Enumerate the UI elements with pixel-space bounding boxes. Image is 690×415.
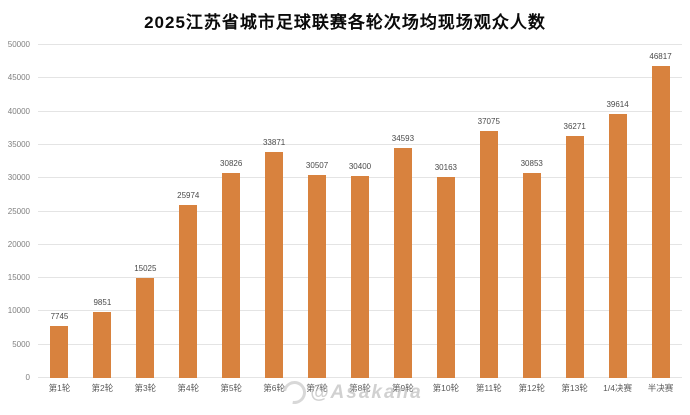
y-tick-label: 35000 bbox=[7, 139, 30, 149]
bar bbox=[179, 205, 198, 378]
x-tick-label: 1/4决赛 bbox=[603, 383, 632, 393]
bar-value-label: 46817 bbox=[649, 52, 672, 62]
bar-column: 30507 第7轮 bbox=[296, 45, 339, 392]
plot-area: 7745 第1轮 9851 第2轮 15025 第3轮 25974 第4轮 30826 第5轮 33… bbox=[38, 44, 682, 392]
y-axis: 0 5000 10000 15000 20000 25000 30000 35000 40000… bbox=[0, 41, 34, 382]
x-tick-label: 半决赛 bbox=[647, 383, 674, 393]
bar-value-label: 30853 bbox=[520, 158, 543, 168]
bar-column: 33871 第6轮 bbox=[253, 45, 296, 392]
x-tick-label: 第1轮 bbox=[48, 383, 71, 393]
x-tick-label: 第4轮 bbox=[177, 383, 200, 393]
x-tick-label: 第8轮 bbox=[349, 383, 371, 393]
x-tick-label: 第6轮 bbox=[263, 383, 285, 393]
bar bbox=[479, 131, 498, 378]
bar bbox=[265, 152, 284, 378]
bar-value-label: 36271 bbox=[563, 122, 586, 132]
bar-column: 46817 半决赛 bbox=[639, 45, 682, 392]
bar-value-label: 30400 bbox=[348, 161, 372, 171]
y-tick-label: 50000 bbox=[7, 40, 30, 49]
bar-value-label: 39614 bbox=[606, 100, 629, 110]
y-tick-label: 30000 bbox=[7, 173, 30, 183]
bar-value-label: 37075 bbox=[477, 117, 500, 127]
bar-column: 7745 第1轮 bbox=[38, 45, 81, 392]
bar bbox=[608, 114, 627, 378]
bar-value-label: 33871 bbox=[262, 138, 286, 148]
bar bbox=[222, 172, 241, 378]
bar bbox=[651, 66, 670, 378]
bar-value-label: 25974 bbox=[177, 191, 200, 201]
x-tick-label: 第7轮 bbox=[306, 383, 328, 393]
x-tick-label: 第13轮 bbox=[561, 383, 588, 393]
bar-column: 30826 第5轮 bbox=[210, 45, 253, 392]
bar-column: 25974 第4轮 bbox=[167, 45, 210, 392]
bar bbox=[565, 136, 584, 378]
bar-column: 30163 第10轮 bbox=[424, 45, 467, 392]
bar-value-label: 30826 bbox=[220, 158, 243, 168]
bar-column: 30400 第8轮 bbox=[339, 45, 382, 392]
bar-column: 15025 第3轮 bbox=[124, 45, 167, 392]
gridline bbox=[38, 110, 682, 112]
bar bbox=[136, 277, 155, 378]
x-tick-label: 第10轮 bbox=[432, 383, 460, 393]
bar-column: 36271 第13轮 bbox=[553, 45, 596, 392]
x-tick-label: 第9轮 bbox=[392, 383, 414, 393]
y-tick-label: 10000 bbox=[7, 306, 30, 316]
y-tick-label: 40000 bbox=[7, 106, 30, 116]
chart-title: 2025江苏省城市足球联赛各轮次场均现场观众人数 bbox=[144, 13, 546, 32]
gridline bbox=[38, 44, 682, 45]
bar bbox=[350, 175, 369, 378]
x-tick-label: 第11轮 bbox=[475, 383, 502, 393]
bar-column: 37075 第11轮 bbox=[467, 45, 510, 392]
bar-value-label: 34593 bbox=[391, 133, 415, 143]
bar-column: 9851 第2轮 bbox=[81, 45, 124, 392]
bar-column: 39614 1/4决赛 bbox=[596, 45, 639, 392]
y-tick-label: 5000 bbox=[12, 339, 30, 349]
y-tick-label: 45000 bbox=[7, 73, 30, 83]
gridline bbox=[38, 77, 682, 79]
bar-column: 34593 第9轮 bbox=[381, 45, 424, 392]
y-tick-label: 20000 bbox=[7, 239, 30, 249]
x-tick-label: 第2轮 bbox=[91, 383, 114, 393]
bar-column: 30853 第12轮 bbox=[510, 45, 553, 392]
bar-value-label: 7745 bbox=[50, 312, 69, 322]
bar bbox=[308, 174, 327, 378]
bar bbox=[522, 172, 541, 378]
bar bbox=[93, 312, 112, 378]
y-tick-label: 15000 bbox=[7, 273, 30, 283]
gridline bbox=[38, 143, 682, 145]
bar-value-label: 30163 bbox=[434, 163, 457, 173]
x-tick-label: 第12轮 bbox=[518, 383, 545, 393]
x-tick-label: 第3轮 bbox=[134, 383, 157, 393]
bar-value-label: 9851 bbox=[93, 298, 112, 308]
bar-value-label: 15025 bbox=[134, 263, 157, 273]
x-tick-label: 第5轮 bbox=[220, 383, 243, 393]
bar bbox=[436, 177, 455, 378]
y-tick-label: 0 bbox=[25, 373, 30, 382]
bar-value-label: 30507 bbox=[305, 160, 329, 170]
y-tick-label: 25000 bbox=[7, 206, 30, 216]
bar bbox=[50, 326, 69, 378]
bar bbox=[393, 147, 412, 378]
